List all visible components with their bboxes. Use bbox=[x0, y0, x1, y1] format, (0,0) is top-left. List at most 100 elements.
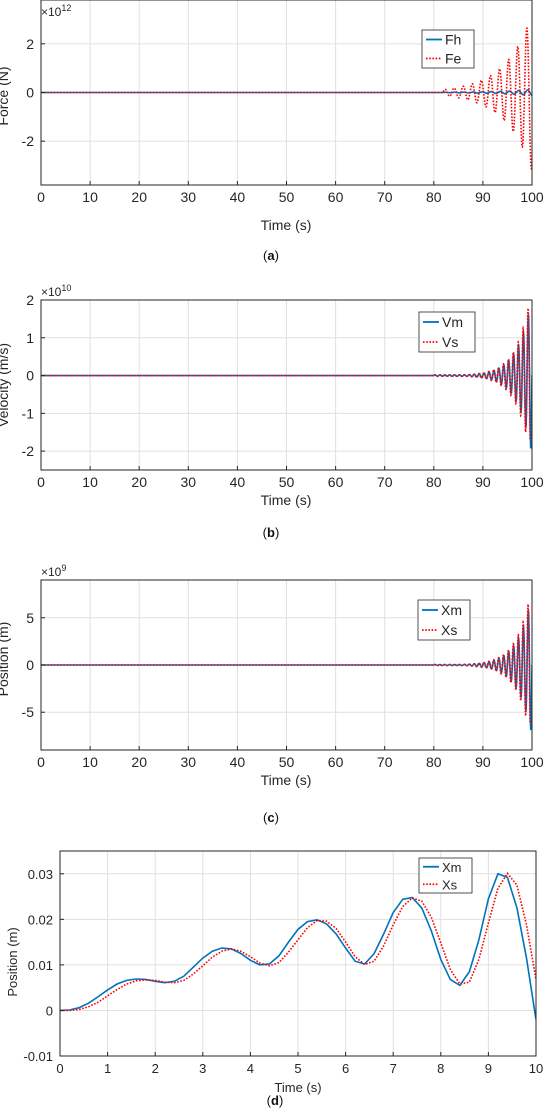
legend: Xm Xs bbox=[417, 599, 471, 641]
x-tick-label: 6 bbox=[342, 1061, 349, 1076]
y-tick-label: 5 bbox=[26, 610, 34, 626]
x-tick-label: 4 bbox=[247, 1061, 254, 1076]
x-tick-label: 10 bbox=[529, 1061, 543, 1076]
panel-a: 0 10 20 30 40 50 60 70 80 90 100 -2 0 2 Fh Fe Force (N)… bbox=[0, 0, 544, 233]
legend-label: Xs bbox=[441, 622, 457, 638]
x-tick-label: 0 bbox=[37, 189, 45, 205]
y-axis-label: Force (N) bbox=[0, 66, 11, 125]
x-tick-label: 100 bbox=[520, 474, 544, 490]
x-tick-label: 40 bbox=[230, 189, 246, 205]
y-tick-label: 0.01 bbox=[28, 958, 53, 973]
x-tick-label: 50 bbox=[279, 754, 295, 770]
x-tick-label: 70 bbox=[377, 754, 393, 770]
y-tick-label: -5 bbox=[22, 704, 35, 720]
x-tick-label: 100 bbox=[520, 189, 544, 205]
x-tick-label: 10 bbox=[82, 189, 98, 205]
x-tick-label: 0 bbox=[56, 1061, 63, 1076]
x-tick-label: 20 bbox=[131, 754, 147, 770]
y-tick-label: -0.01 bbox=[23, 1049, 53, 1064]
x-axis-label: Time (s) bbox=[274, 1080, 321, 1095]
plot-area-c: 0 10 20 30 40 50 60 70 80 90 100 -5 0 5 Xm Xs bbox=[22, 579, 544, 770]
x-tick-label: 80 bbox=[426, 754, 442, 770]
y-axis-label: Velocity (m/s) bbox=[0, 343, 11, 427]
legend-box bbox=[418, 857, 473, 894]
x-tick-label: 60 bbox=[328, 474, 344, 490]
y-tick-label: -2 bbox=[22, 133, 35, 149]
x-tick-label: 30 bbox=[181, 189, 197, 205]
x-tick-label: 5 bbox=[294, 1061, 301, 1076]
x-tick-label: 0 bbox=[37, 754, 45, 770]
y-tick-label: 0.02 bbox=[28, 912, 53, 927]
panel-c: 0 10 20 30 40 50 60 70 80 90 100 -5 0 5 Xm Xs Position … bbox=[0, 563, 544, 788]
y-axis-label: Position (m) bbox=[0, 622, 11, 697]
legend-label: Fe bbox=[445, 51, 462, 67]
series-line-fh bbox=[41, 89, 532, 97]
x-tick-label: 2 bbox=[152, 1061, 159, 1076]
legend-label: Vs bbox=[442, 334, 458, 350]
caption-a: (a) bbox=[263, 248, 279, 263]
x-tick-label: 7 bbox=[390, 1061, 397, 1076]
series-line-xs bbox=[60, 871, 536, 1012]
x-axis-label: Time (s) bbox=[261, 772, 312, 788]
x-axis-label: Time (s) bbox=[261, 217, 312, 233]
x-tick-label: 1 bbox=[104, 1061, 111, 1076]
y-tick-label: 2 bbox=[26, 36, 34, 52]
y-exponent-label: ×1012 bbox=[41, 3, 71, 19]
legend: Vm Vs bbox=[418, 311, 476, 353]
y-tick-label: -1 bbox=[22, 405, 35, 421]
x-tick-label: 30 bbox=[181, 474, 197, 490]
y-tick-label: 0 bbox=[46, 1003, 53, 1018]
legend-label: Vm bbox=[442, 314, 463, 330]
y-tick-label: 0 bbox=[26, 368, 34, 384]
x-tick-label: 60 bbox=[328, 189, 344, 205]
x-tick-label: 0 bbox=[37, 474, 45, 490]
y-exponent-label: ×109 bbox=[41, 563, 66, 579]
x-tick-label: 70 bbox=[377, 474, 393, 490]
panel-b: 0 10 20 30 40 50 60 70 80 90 100 -2 -1 0 1 2 Vm Vs Veloci… bbox=[0, 283, 544, 508]
y-exponent-label: ×1010 bbox=[41, 283, 71, 299]
plot-area-b: 0 10 20 30 40 50 60 70 80 90 100 -2 -1 0 1 2 Vm Vs bbox=[22, 292, 544, 490]
caption-b: (b) bbox=[263, 525, 280, 540]
x-axis-label: Time (s) bbox=[261, 492, 312, 508]
x-tick-label: 70 bbox=[377, 189, 393, 205]
legend-box bbox=[417, 599, 471, 641]
x-tick-label: 9 bbox=[485, 1061, 492, 1076]
y-tick-label: 0 bbox=[26, 85, 34, 101]
x-tick-label: 8 bbox=[437, 1061, 444, 1076]
x-tick-label: 10 bbox=[82, 754, 98, 770]
x-tick-label: 20 bbox=[131, 189, 147, 205]
x-tick-label: 40 bbox=[230, 754, 246, 770]
caption-c: (c) bbox=[263, 810, 279, 825]
y-tick-label: 0.03 bbox=[28, 867, 53, 882]
x-tick-label: 90 bbox=[475, 189, 491, 205]
y-tick-label: 0 bbox=[26, 657, 34, 673]
legend-label: Xs bbox=[442, 877, 458, 892]
series-line-vm bbox=[41, 314, 532, 449]
legend: Xm Xs bbox=[418, 857, 473, 894]
x-tick-label: 90 bbox=[475, 754, 491, 770]
x-tick-label: 50 bbox=[279, 474, 295, 490]
legend-label: Fh bbox=[445, 32, 461, 48]
x-tick-label: 80 bbox=[426, 474, 442, 490]
series-line-xs bbox=[41, 604, 531, 723]
x-tick-label: 10 bbox=[82, 474, 98, 490]
x-tick-label: 40 bbox=[230, 474, 246, 490]
y-tick-label: 2 bbox=[26, 292, 34, 308]
y-tick-label: 1 bbox=[26, 330, 34, 346]
legend-box bbox=[418, 311, 476, 353]
legend-label: Xm bbox=[442, 860, 462, 875]
caption-d: (d) bbox=[267, 1093, 284, 1108]
legend-label: Xm bbox=[441, 602, 462, 618]
plot-area-a: 0 10 20 30 40 50 60 70 80 90 100 -2 0 2 Fh Fe bbox=[22, 0, 544, 205]
x-tick-label: 3 bbox=[199, 1061, 206, 1076]
x-tick-label: 20 bbox=[131, 474, 147, 490]
series-line-xm bbox=[60, 872, 536, 1020]
x-tick-label: 100 bbox=[520, 754, 544, 770]
y-axis-label: Position (m) bbox=[5, 927, 20, 996]
x-tick-label: 90 bbox=[475, 474, 491, 490]
x-tick-label: 30 bbox=[181, 754, 197, 770]
y-tick-label: -2 bbox=[22, 443, 35, 459]
